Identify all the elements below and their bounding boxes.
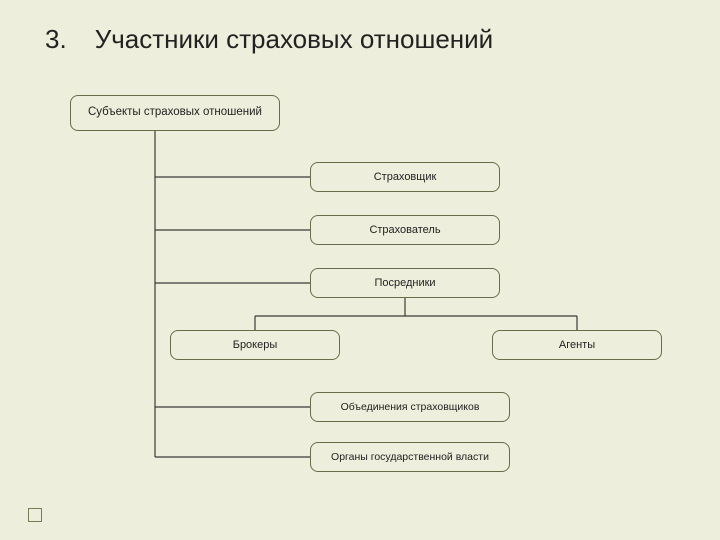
node-intermed: Посредники	[310, 268, 500, 298]
node-insured: Страхователь	[310, 215, 500, 245]
node-label: Страховщик	[374, 171, 437, 184]
node-label: Брокеры	[233, 339, 278, 352]
node-insurer: Страховщик	[310, 162, 500, 192]
footer-square-icon	[28, 508, 42, 522]
node-label: Посредники	[374, 277, 435, 290]
node-label: Страхователь	[369, 224, 440, 237]
node-root: Субъекты страховых отношений	[70, 95, 280, 131]
node-brokers: Брокеры	[170, 330, 340, 360]
node-label: Агенты	[559, 339, 595, 352]
slide: 3. Участники страховых отношений Субъект…	[0, 0, 720, 540]
node-agents: Агенты	[492, 330, 662, 360]
node-label: Органы государственной власти	[331, 451, 489, 463]
node-label: Объединения страховщиков	[341, 401, 480, 413]
node-assoc: Объединения страховщиков	[310, 392, 510, 422]
node-label: Субъекты страховых отношений	[88, 106, 262, 119]
node-gov: Органы государственной власти	[310, 442, 510, 472]
